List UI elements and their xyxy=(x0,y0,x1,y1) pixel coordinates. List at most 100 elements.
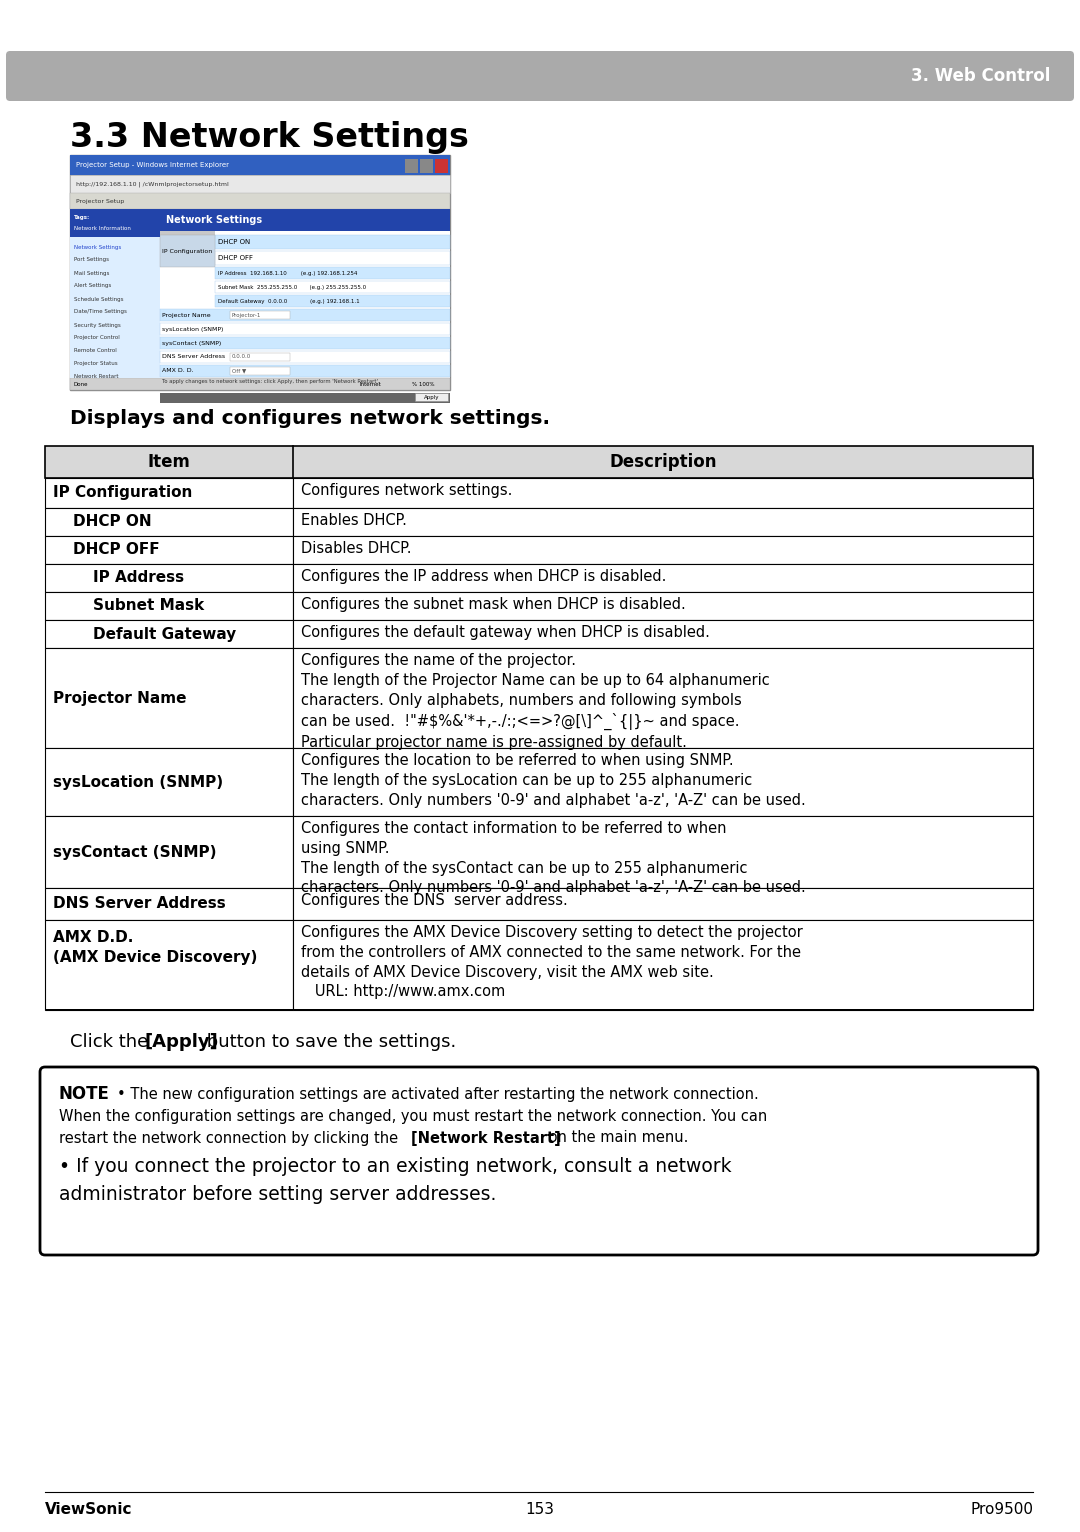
Text: IP Address: IP Address xyxy=(93,570,184,585)
Text: Configures the default gateway when DHCP is disabled.: Configures the default gateway when DHCP… xyxy=(301,625,710,640)
Bar xyxy=(160,394,450,403)
Bar xyxy=(293,817,1032,889)
Bar xyxy=(45,889,293,921)
Bar xyxy=(293,648,1032,748)
Bar xyxy=(160,231,215,260)
FancyBboxPatch shape xyxy=(40,1066,1038,1255)
Text: • The new configuration settings are activated after restarting the network conn: • The new configuration settings are act… xyxy=(117,1086,759,1102)
Bar xyxy=(293,536,1032,564)
Text: 3. Web Control: 3. Web Control xyxy=(910,67,1050,84)
Bar xyxy=(293,748,1032,817)
Text: Subnet Mask  255.255.255.0       (e.g.) 255.255.255.0: Subnet Mask 255.255.255.0 (e.g.) 255.255… xyxy=(218,285,366,290)
Text: Off ▼: Off ▼ xyxy=(232,369,246,374)
Text: Configures the IP address when DHCP is disabled.: Configures the IP address when DHCP is d… xyxy=(301,568,666,584)
Text: IP Configuration: IP Configuration xyxy=(162,248,213,253)
Text: DHCP OFF: DHCP OFF xyxy=(218,254,253,260)
Bar xyxy=(160,351,450,363)
Bar xyxy=(215,296,450,306)
Text: Projector Name: Projector Name xyxy=(162,313,211,317)
Text: Configures the location to be referred to when using SNMP.
The length of the sys: Configures the location to be referred t… xyxy=(301,754,806,807)
Bar xyxy=(293,509,1032,536)
Bar xyxy=(45,591,293,620)
Text: Pro9500: Pro9500 xyxy=(970,1503,1032,1518)
Bar xyxy=(45,564,293,591)
Bar xyxy=(405,159,418,173)
Bar xyxy=(415,394,448,401)
Text: Apply: Apply xyxy=(424,395,440,400)
Text: Network Settings: Network Settings xyxy=(75,245,121,250)
Text: Configures the DNS  server address.: Configures the DNS server address. xyxy=(301,893,568,908)
Text: Internet: Internet xyxy=(360,381,381,386)
Text: restart the network connection by clicking the: restart the network connection by clicki… xyxy=(59,1131,403,1146)
Text: Subnet Mask: Subnet Mask xyxy=(93,599,204,613)
Bar xyxy=(45,817,293,889)
Text: Network Restart: Network Restart xyxy=(75,374,119,380)
Text: 3.3 Network Settings: 3.3 Network Settings xyxy=(70,121,469,155)
Text: Alert Settings: Alert Settings xyxy=(75,283,111,288)
FancyBboxPatch shape xyxy=(6,51,1074,101)
Text: Date/Time Settings: Date/Time Settings xyxy=(75,309,126,314)
Text: Enables DHCP.: Enables DHCP. xyxy=(301,513,407,529)
Text: Configures the AMX Device Discovery setting to detect the projector
from the con: Configures the AMX Device Discovery sett… xyxy=(301,925,802,999)
Text: Remote Control: Remote Control xyxy=(75,348,117,354)
Bar xyxy=(70,208,450,378)
Text: Projector Setup: Projector Setup xyxy=(76,199,124,204)
Bar xyxy=(215,280,450,293)
Text: administrator before setting server addresses.: administrator before setting server addr… xyxy=(59,1184,497,1204)
Text: Network Information: Network Information xyxy=(75,227,131,231)
Bar xyxy=(70,155,450,391)
Text: [Apply]: [Apply] xyxy=(145,1033,219,1051)
Text: Configures the contact information to be referred to when
using SNMP.
The length: Configures the contact information to be… xyxy=(301,821,806,895)
Text: IP Address  192.168.1.10        (e.g.) 192.168.1.254: IP Address 192.168.1.10 (e.g.) 192.168.1… xyxy=(218,271,357,276)
Text: DNS Server Address: DNS Server Address xyxy=(53,896,226,912)
Bar xyxy=(160,309,450,322)
Bar xyxy=(45,648,293,748)
Bar xyxy=(215,251,450,265)
Bar xyxy=(70,378,450,391)
Text: sysLocation (SNMP): sysLocation (SNMP) xyxy=(162,326,224,331)
Bar xyxy=(70,193,450,208)
Text: Projector-1: Projector-1 xyxy=(232,313,261,317)
Text: button to save the settings.: button to save the settings. xyxy=(201,1033,456,1051)
Bar xyxy=(230,352,291,362)
Text: sysLocation (SNMP): sysLocation (SNMP) xyxy=(53,775,224,789)
Bar xyxy=(160,208,450,231)
Text: DHCP ON: DHCP ON xyxy=(73,515,151,530)
Bar xyxy=(293,478,1032,509)
Text: ViewSonic: ViewSonic xyxy=(45,1503,133,1518)
Text: Item: Item xyxy=(148,453,190,470)
Text: Displays and configures network settings.: Displays and configures network settings… xyxy=(70,409,550,427)
Text: AMX D.D.
(AMX Device Discovery): AMX D.D. (AMX Device Discovery) xyxy=(53,930,257,965)
Text: sysContact (SNMP): sysContact (SNMP) xyxy=(162,340,221,346)
Bar xyxy=(45,921,293,1010)
Text: To apply changes to network settings: click Apply, then perform 'Network Restart: To apply changes to network settings: cl… xyxy=(162,378,380,383)
Bar xyxy=(70,208,160,237)
Text: sysContact (SNMP): sysContact (SNMP) xyxy=(53,844,216,859)
Text: 153: 153 xyxy=(526,1503,554,1518)
Text: Configures the name of the projector.
The length of the Projector Name can be up: Configures the name of the projector. Th… xyxy=(301,653,770,749)
Bar xyxy=(435,159,448,173)
Text: Default Gateway: Default Gateway xyxy=(93,627,237,642)
Text: on the main menu.: on the main menu. xyxy=(544,1131,688,1146)
Text: Port Settings: Port Settings xyxy=(75,257,109,262)
Bar xyxy=(293,591,1032,620)
Text: Projector Name: Projector Name xyxy=(53,691,187,706)
Bar xyxy=(293,921,1032,1010)
Text: Projector Status: Projector Status xyxy=(75,362,118,366)
Text: Default Gateway  0.0.0.0             (e.g.) 192.168.1.1: Default Gateway 0.0.0.0 (e.g.) 192.168.1… xyxy=(218,299,360,303)
Text: DHCP ON: DHCP ON xyxy=(218,239,251,245)
Text: Configures network settings.: Configures network settings. xyxy=(301,483,512,498)
Bar xyxy=(45,478,293,509)
Bar xyxy=(45,446,1032,478)
Text: Click the: Click the xyxy=(70,1033,154,1051)
Text: 0.0.0.0: 0.0.0.0 xyxy=(232,354,252,360)
Bar xyxy=(70,155,450,175)
Text: Disables DHCP.: Disables DHCP. xyxy=(301,541,411,556)
Bar xyxy=(160,365,450,377)
Bar xyxy=(45,536,293,564)
Text: When the configuration settings are changed, you must restart the network connec: When the configuration settings are chan… xyxy=(59,1109,767,1123)
Text: Projector Setup - Windows Internet Explorer: Projector Setup - Windows Internet Explo… xyxy=(76,162,229,169)
Text: NOTE: NOTE xyxy=(59,1085,110,1103)
Bar xyxy=(215,267,450,279)
Text: http://192.168.1.10 | /cWnmlprojectorsetup.html: http://192.168.1.10 | /cWnmlprojectorset… xyxy=(76,181,229,187)
